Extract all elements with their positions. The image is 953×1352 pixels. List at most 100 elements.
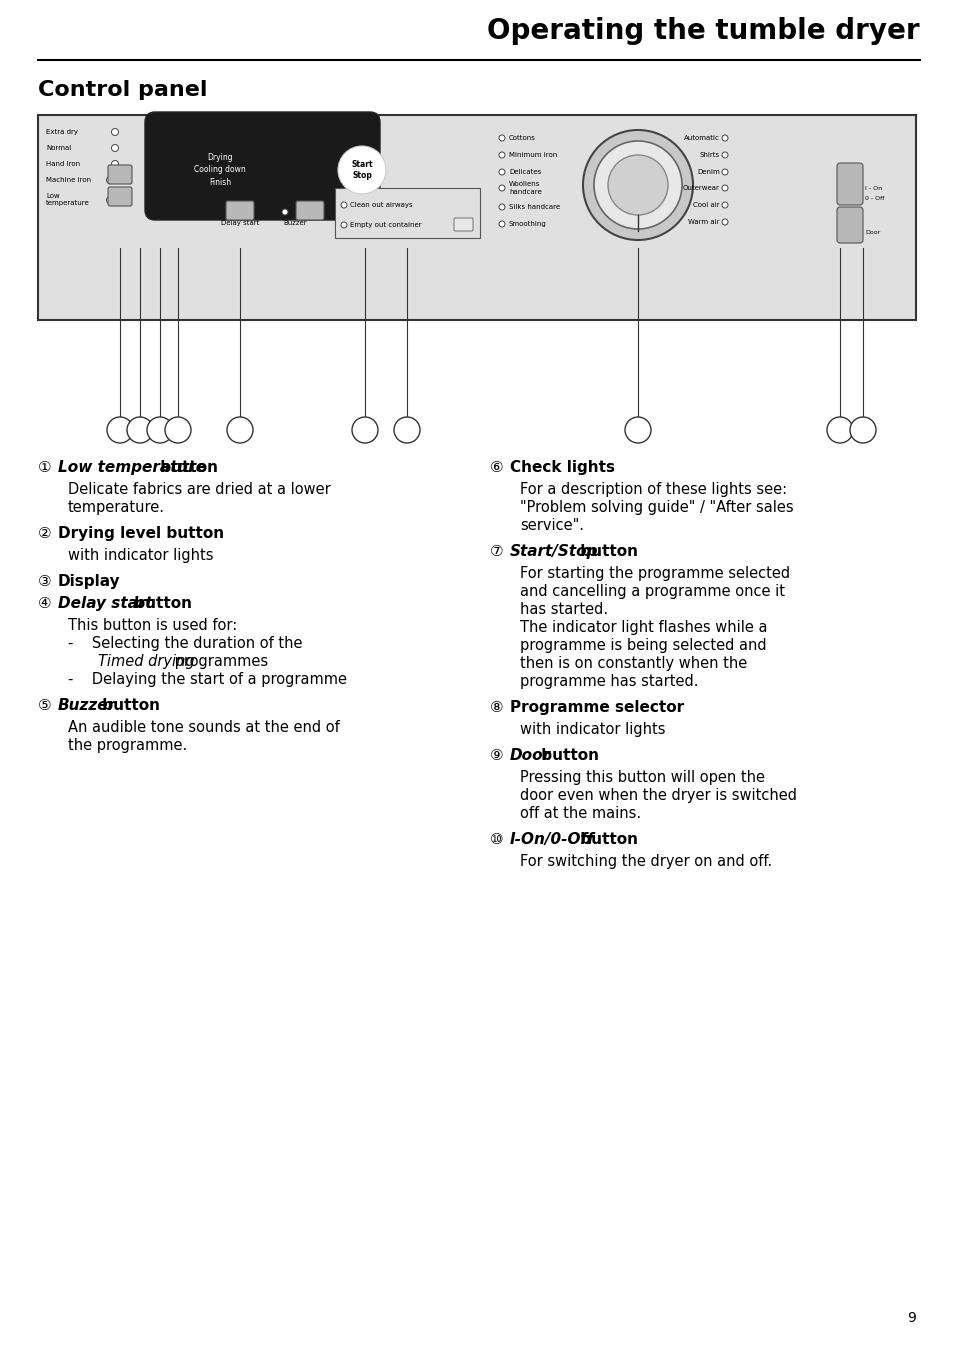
Text: Normal: Normal [46, 145, 71, 151]
Circle shape [340, 222, 347, 228]
Text: Check lights: Check lights [510, 460, 615, 475]
FancyBboxPatch shape [295, 201, 324, 220]
Text: Buzzer: Buzzer [283, 220, 307, 226]
Circle shape [107, 196, 113, 204]
Text: Shirts: Shirts [700, 151, 720, 158]
Text: off at the mains.: off at the mains. [519, 806, 640, 821]
Text: 0 - Off: 0 - Off [864, 196, 883, 200]
Text: Delicates: Delicates [509, 169, 540, 174]
Text: Control panel: Control panel [38, 80, 208, 100]
Text: Door: Door [510, 748, 551, 763]
Text: ⑥: ⑥ [490, 460, 503, 475]
Text: Start/Stop: Start/Stop [510, 544, 598, 558]
Circle shape [498, 220, 504, 227]
Text: 8: 8 [634, 425, 640, 435]
Text: Smoothing: Smoothing [509, 220, 546, 227]
Text: Hand iron: Hand iron [46, 161, 80, 168]
Text: "Problem solving guide" / "After sales: "Problem solving guide" / "After sales [519, 500, 793, 515]
Text: door even when the dryer is switched: door even when the dryer is switched [519, 788, 796, 803]
Text: Machine iron: Machine iron [46, 177, 91, 183]
Text: Silks handcare: Silks handcare [509, 204, 559, 210]
Text: programme is being selected and: programme is being selected and [519, 638, 766, 653]
Circle shape [107, 177, 113, 184]
Bar [335, 188, 479, 238]
Text: programme has started.: programme has started. [519, 675, 698, 690]
Text: The indicator light flashes while a: The indicator light flashes while a [519, 621, 767, 635]
Text: with indicator lights: with indicator lights [519, 722, 665, 737]
FancyBboxPatch shape [454, 218, 473, 231]
Text: Delay start: Delay start [220, 220, 259, 226]
Text: 7: 7 [403, 425, 410, 435]
Text: Automatic: Automatic [683, 135, 720, 141]
Circle shape [721, 169, 727, 174]
Text: I - On: I - On [864, 185, 882, 191]
Text: Buzzer: Buzzer [58, 698, 116, 713]
Circle shape [721, 185, 727, 191]
Text: button: button [575, 831, 638, 846]
Text: button: button [155, 460, 218, 475]
Text: Empty out container: Empty out container [350, 222, 421, 228]
Text: has started.: has started. [519, 602, 607, 617]
Text: and cancelling a programme once it: and cancelling a programme once it [519, 584, 784, 599]
Text: Display: Display [58, 575, 120, 589]
Text: ⑨: ⑨ [490, 748, 503, 763]
Text: 2: 2 [136, 425, 143, 435]
Text: button: button [536, 748, 598, 763]
Text: Outerwear: Outerwear [682, 185, 720, 191]
Circle shape [147, 416, 172, 443]
Text: Low
temperature: Low temperature [46, 193, 90, 207]
Text: Programme selector: Programme selector [510, 700, 683, 715]
Text: button: button [575, 544, 638, 558]
Text: Minimum iron: Minimum iron [509, 151, 557, 158]
Text: ⑧: ⑧ [490, 700, 503, 715]
Text: For a description of these lights see:: For a description of these lights see: [519, 483, 786, 498]
Text: 10: 10 [856, 425, 868, 435]
Circle shape [498, 204, 504, 210]
Text: Door: Door [864, 230, 880, 234]
Text: Delay start: Delay start [58, 596, 152, 611]
Circle shape [112, 161, 118, 168]
Text: ⑩: ⑩ [490, 831, 503, 846]
Circle shape [394, 416, 419, 443]
Text: Drying level button: Drying level button [58, 526, 224, 541]
Text: temperature.: temperature. [68, 500, 165, 515]
Circle shape [340, 201, 347, 208]
FancyBboxPatch shape [836, 207, 862, 243]
Text: Clean out airways: Clean out airways [350, 201, 413, 208]
Text: Cottons: Cottons [509, 135, 536, 141]
Text: 9: 9 [836, 425, 842, 435]
Text: the programme.: the programme. [68, 738, 187, 753]
Text: service".: service". [519, 518, 583, 533]
Text: 6: 6 [361, 425, 368, 435]
Circle shape [112, 145, 118, 151]
Text: 3: 3 [156, 425, 163, 435]
Text: I-On/0-Off: I-On/0-Off [510, 831, 594, 846]
FancyBboxPatch shape [836, 164, 862, 206]
Text: ⑦: ⑦ [490, 544, 503, 558]
Text: For starting the programme selected: For starting the programme selected [519, 566, 789, 581]
Circle shape [352, 416, 377, 443]
Circle shape [498, 151, 504, 158]
Circle shape [227, 416, 253, 443]
Circle shape [624, 416, 650, 443]
Text: Drying
Cooling down
Finish: Drying Cooling down Finish [193, 153, 246, 187]
Text: Woollens
handcare: Woollens handcare [509, 181, 541, 195]
Text: 1: 1 [116, 425, 123, 435]
Circle shape [127, 416, 152, 443]
Circle shape [498, 169, 504, 174]
Text: For switching the dryer on and off.: For switching the dryer on and off. [519, 854, 771, 869]
Text: 4: 4 [174, 425, 181, 435]
Circle shape [107, 416, 132, 443]
Text: then is on constantly when the: then is on constantly when the [519, 656, 746, 671]
Text: 9: 9 [906, 1311, 915, 1325]
Circle shape [594, 141, 681, 228]
Circle shape [721, 151, 727, 158]
Text: -    Delaying the start of a programme: - Delaying the start of a programme [68, 672, 347, 687]
Circle shape [849, 416, 875, 443]
Text: Pressing this button will open the: Pressing this button will open the [519, 771, 764, 786]
Text: Low temperature: Low temperature [58, 460, 206, 475]
Circle shape [826, 416, 852, 443]
Circle shape [337, 146, 386, 193]
Text: An audible tone sounds at the end of: An audible tone sounds at the end of [68, 721, 339, 735]
FancyBboxPatch shape [145, 112, 379, 220]
